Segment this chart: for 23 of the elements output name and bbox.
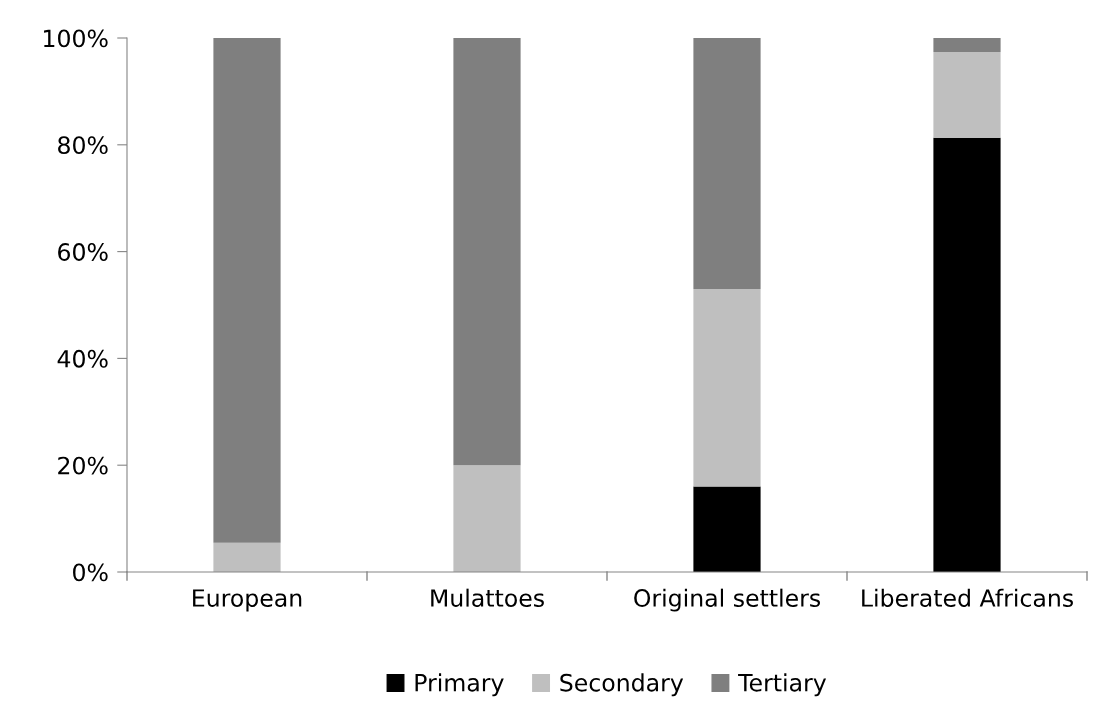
bar bbox=[933, 51, 1001, 138]
bar bbox=[213, 38, 281, 543]
x-tick-label: Original settlers bbox=[634, 588, 821, 612]
bar bbox=[453, 465, 521, 572]
x-tick-label: European bbox=[193, 589, 302, 612]
bar bbox=[693, 288, 761, 487]
bar bbox=[693, 38, 761, 289]
y-tick-label: 0% bbox=[73, 563, 108, 582]
y-tick-label: 40% bbox=[57, 349, 108, 368]
x-tick-label: Mulattoes bbox=[431, 588, 544, 607]
x-tick-label: Liberated Africans bbox=[862, 588, 1073, 607]
legend-label: Tertiary bbox=[738, 673, 827, 697]
legend-label: Primary bbox=[415, 673, 504, 697]
y-tick-label: 80% bbox=[58, 136, 108, 155]
bar bbox=[453, 38, 521, 466]
y-tick-label: 100% bbox=[44, 29, 108, 48]
y-tick-label: 20% bbox=[58, 456, 108, 475]
y-tick-label: 60% bbox=[58, 243, 108, 261]
bar bbox=[693, 486, 761, 572]
legend-label: Secondary bbox=[560, 673, 684, 697]
bar bbox=[933, 38, 1001, 52]
bar bbox=[213, 542, 281, 572]
bar bbox=[933, 137, 1001, 572]
